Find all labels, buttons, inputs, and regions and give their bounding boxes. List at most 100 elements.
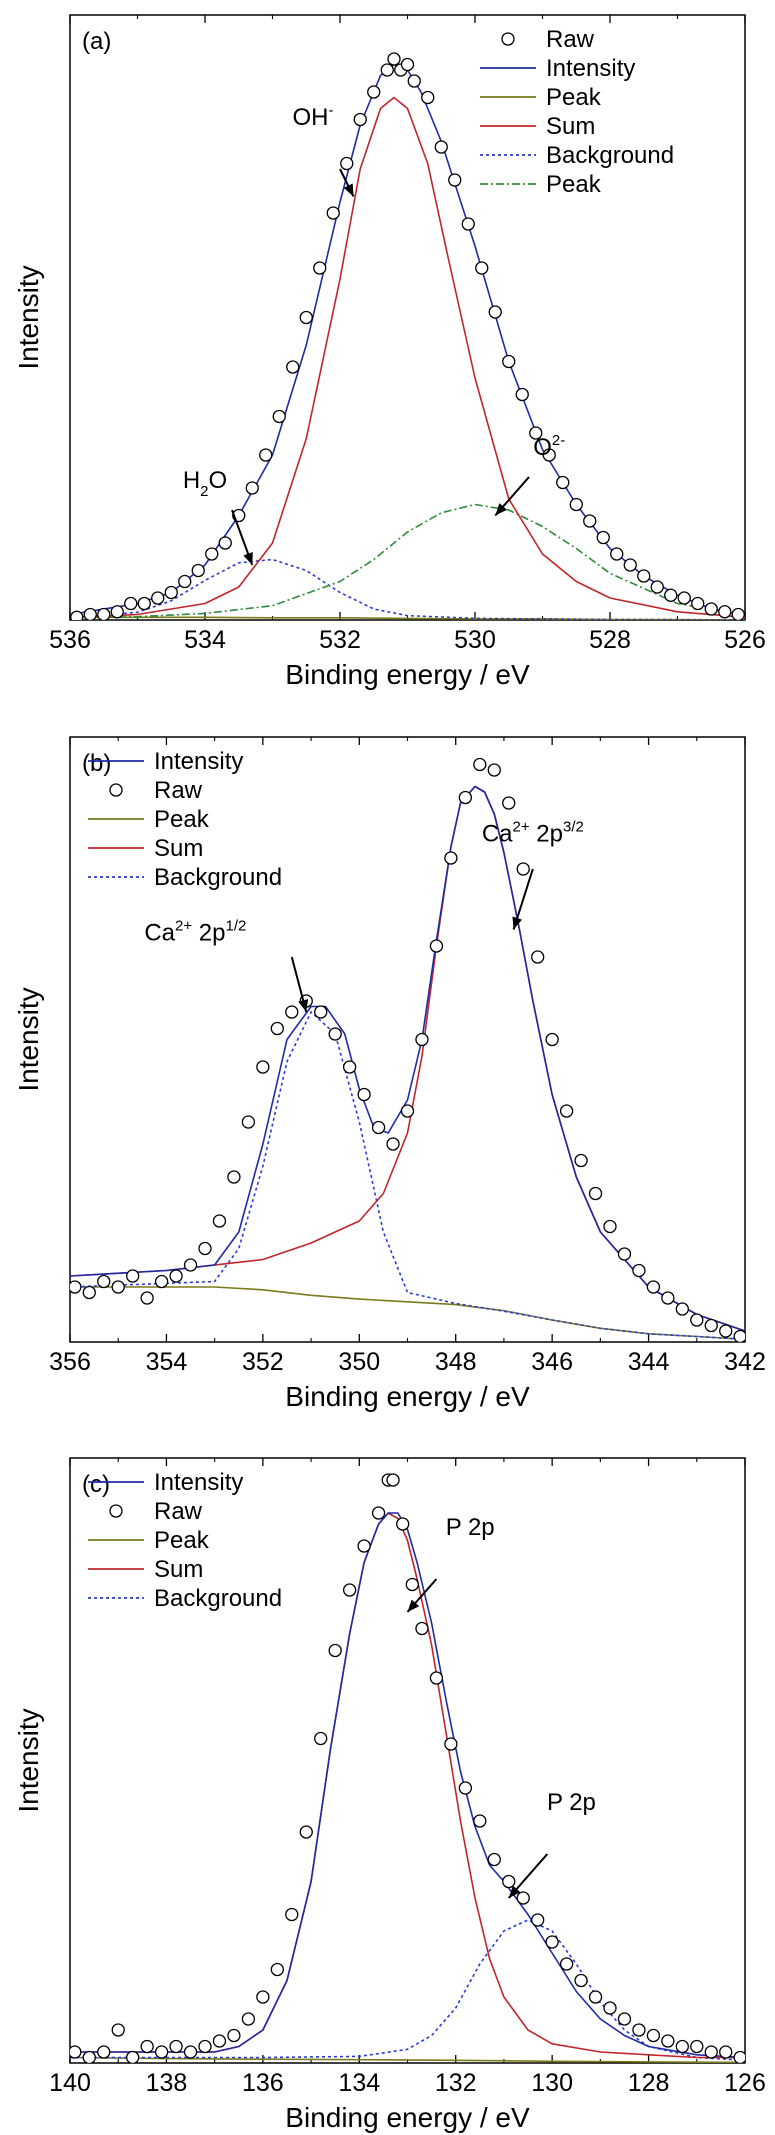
legend-entry: Raw xyxy=(109,1498,203,1525)
raw-point xyxy=(475,261,489,275)
raw-point xyxy=(82,1285,96,1300)
raw-point xyxy=(270,1021,284,1036)
raw-point xyxy=(458,790,473,805)
raw-point xyxy=(588,1186,603,1201)
raw-point xyxy=(183,1258,198,1272)
annotation-label: Ca2+ 2p1/2 xyxy=(144,918,246,947)
x-tick-label: 356 xyxy=(49,1348,91,1376)
raw-point xyxy=(596,530,610,545)
plot-area xyxy=(70,1473,745,2063)
legend-label: Sum xyxy=(154,1556,203,1583)
annotation-label: OH- xyxy=(293,102,334,131)
raw-point xyxy=(245,481,259,495)
plot-area xyxy=(70,52,745,620)
raw-point xyxy=(272,409,286,424)
dashdot-curve xyxy=(70,503,745,619)
x-tick-label: 134 xyxy=(338,2069,380,2097)
raw-point xyxy=(617,2012,632,2026)
annotation-label: Ca2+ 2p3/2 xyxy=(482,819,584,848)
raw-point xyxy=(154,1274,169,1289)
raw-point xyxy=(386,1137,400,1151)
raw-point xyxy=(178,574,192,589)
legend-label: Raw xyxy=(154,777,203,804)
raw-point xyxy=(646,1280,661,1294)
raw-point xyxy=(488,305,502,319)
arrow-head xyxy=(343,183,354,197)
raw-point xyxy=(82,2050,96,2063)
x-tick-label: 346 xyxy=(531,1348,573,1376)
legend-label: Raw xyxy=(154,1498,203,1525)
raw-point xyxy=(126,2050,140,2063)
x-tick-label: 530 xyxy=(454,626,496,654)
arrow-head xyxy=(243,552,253,565)
background-curve xyxy=(70,1011,745,1341)
raw-point xyxy=(719,2045,733,2059)
raw-point xyxy=(429,1671,444,1685)
raw-point xyxy=(241,1115,256,1129)
peak-annotation: H2O xyxy=(183,467,254,566)
raw-point xyxy=(531,950,545,964)
raw-point xyxy=(542,448,556,462)
raw-point xyxy=(140,2039,154,2054)
raw-point xyxy=(574,1153,588,1168)
annotation-label: H2O xyxy=(183,467,227,500)
legend-label: Sum xyxy=(154,835,203,862)
raw-point xyxy=(556,475,570,490)
x-tick-label: 352 xyxy=(242,1348,284,1376)
legend-label: Peak xyxy=(154,806,210,833)
raw-point xyxy=(545,1032,559,1047)
raw-point xyxy=(299,1825,313,1839)
x-axis-label: Binding energy / eV xyxy=(285,1381,530,1412)
x-tick-label: 130 xyxy=(531,2069,573,2097)
raw-point xyxy=(151,591,165,605)
raw-point xyxy=(677,591,691,605)
x-tick-label: 350 xyxy=(338,1348,380,1376)
raw-point xyxy=(664,588,678,602)
raw-point xyxy=(387,52,401,66)
legend-label: Background xyxy=(154,864,282,891)
x-tick-label: 344 xyxy=(628,1348,670,1376)
raw-point xyxy=(328,1643,342,1658)
raw-point xyxy=(367,85,381,99)
raw-point xyxy=(270,1962,284,1977)
arrow-head xyxy=(508,1885,521,1898)
raw-point xyxy=(97,1274,111,1289)
raw-point xyxy=(718,605,732,619)
raw-point xyxy=(515,387,529,402)
raw-point xyxy=(126,1269,140,1283)
peak-annotation: P 2p xyxy=(507,1789,596,1899)
y-axis-label: Intensity xyxy=(13,1708,44,1812)
legend-entry: Peak xyxy=(480,171,602,198)
raw-point xyxy=(164,585,178,600)
panel-c: 140 138 136 134 132 130 128 126 Binding energy /… xyxy=(13,1457,766,2133)
raw-point xyxy=(545,1935,559,1949)
raw-point xyxy=(704,2045,718,2059)
legend-entry: Peak xyxy=(480,84,602,111)
raw-point xyxy=(340,156,354,171)
raw-point xyxy=(690,2039,704,2054)
raw-point xyxy=(124,596,138,611)
legend-label: Intensity xyxy=(154,1469,243,1496)
raw-point xyxy=(357,1087,371,1102)
x-tick-label: 140 xyxy=(49,2069,91,2097)
raw-point xyxy=(704,602,718,616)
legend-label: Sum xyxy=(546,113,595,140)
legend-label: Intensity xyxy=(154,748,243,775)
raw-point xyxy=(205,547,219,561)
x-tick-label: 342 xyxy=(724,1348,766,1376)
raw-point xyxy=(661,2034,675,2048)
raw-point xyxy=(111,1280,125,1294)
raw-point xyxy=(342,1060,357,1074)
raw-series xyxy=(70,757,745,1342)
raw-point xyxy=(623,558,637,572)
raw-point xyxy=(603,2001,617,2015)
raw-point xyxy=(97,2045,111,2059)
raw-point xyxy=(733,1329,745,1342)
legend-marker xyxy=(109,1504,123,1518)
raw-point xyxy=(285,1907,299,1922)
raw-point xyxy=(650,580,664,594)
legend-label: Raw xyxy=(546,26,595,53)
raw-point xyxy=(516,1891,530,1905)
